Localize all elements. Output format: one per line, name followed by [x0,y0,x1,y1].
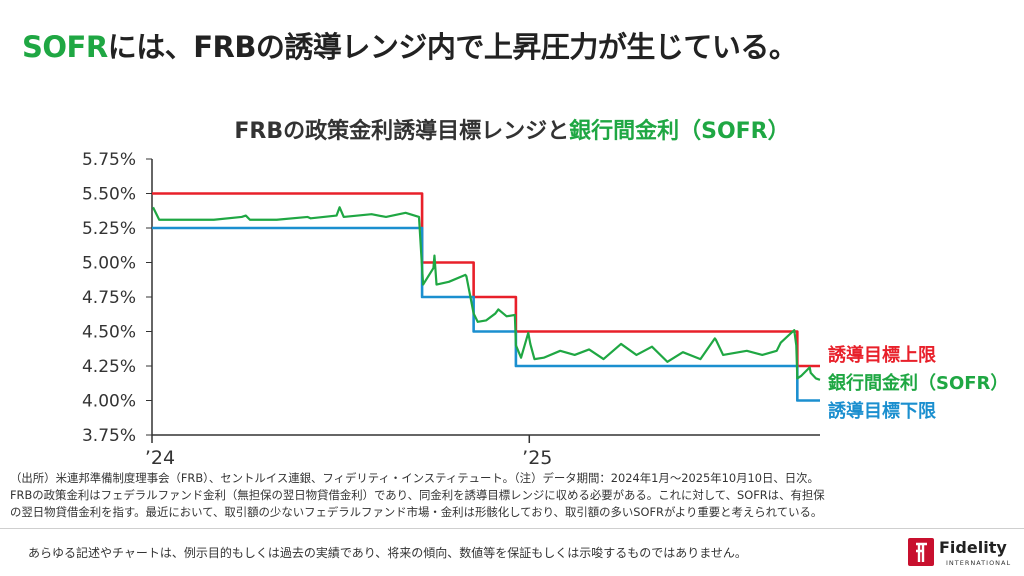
headline-rest: には、FRBの誘導レンジ内で上昇圧力が生じている。 [107,30,798,64]
x-tick-label: ’25 [522,447,552,469]
y-tick-label: 4.25% [82,357,136,377]
footer-divider [0,528,1024,529]
chart-title-accent: 銀行間金利（SOFR） [569,119,790,144]
y-tick-label: 3.75% [82,426,136,446]
lower-bound-line [152,226,820,402]
fidelity-mark-icon [908,538,934,566]
lower-bound-label: 誘導目標下限 [828,400,937,422]
chart-title: FRBの政策金利誘導目標レンジと銀行間金利（SOFR） [0,113,1024,145]
fidelity-logo: Fidelity INTERNATIONAL [908,535,1018,571]
sofr-line [152,206,821,381]
note-line: FRBの政策金利はフェデラルファンド金利（無担保の翌日物貸借金利）であり、同金利… [10,488,825,502]
y-tick-label: 4.00% [82,392,136,412]
y-tick-label: 5.25% [82,219,136,239]
upper-bound-label: 誘導目標上限 [828,344,937,366]
y-tick-label: 4.50% [82,323,136,343]
note-line: の翌日物貸借金利を指す。最近において、取引額の少ないフェデラルファンド市場・金利… [10,505,823,519]
y-tick-label: 5.75% [82,150,136,170]
x-tick-label: ’24 [145,447,175,469]
logo-sub: INTERNATIONAL [946,559,1012,567]
headline-accent: SOFR [22,30,108,64]
y-tick-label: 5.00% [82,254,136,274]
y-tick-label: 4.75% [82,288,136,308]
y-tick-label: 5.50% [82,185,136,205]
logo-name: Fidelity [939,538,1007,557]
headline: SOFRには、FRBの誘導レンジ内で上昇圧力が生じている。 [22,24,798,66]
rate-chart: 5.75% 5.50% 5.25% 5.00% 4.75% 4.50% 4.25% 4.00%… [82,150,1008,469]
source-notes: （出所）米連邦準備制度理事会（FRB）、セントルイス連銀、フィデリティ・インステ… [10,470,825,521]
disclaimer: あらゆる記述やチャートは、例示目的もしくは過去の実績であり、将来の傾向、数値等を… [28,546,747,560]
sofr-label: 銀行間金利（SOFR） [828,372,1008,394]
note-line: （出所）米連邦準備制度理事会（FRB）、セントルイス連銀、フィデリティ・インステ… [10,471,819,485]
chart-title-main: FRBの政策金利誘導目標レンジと [234,119,570,144]
